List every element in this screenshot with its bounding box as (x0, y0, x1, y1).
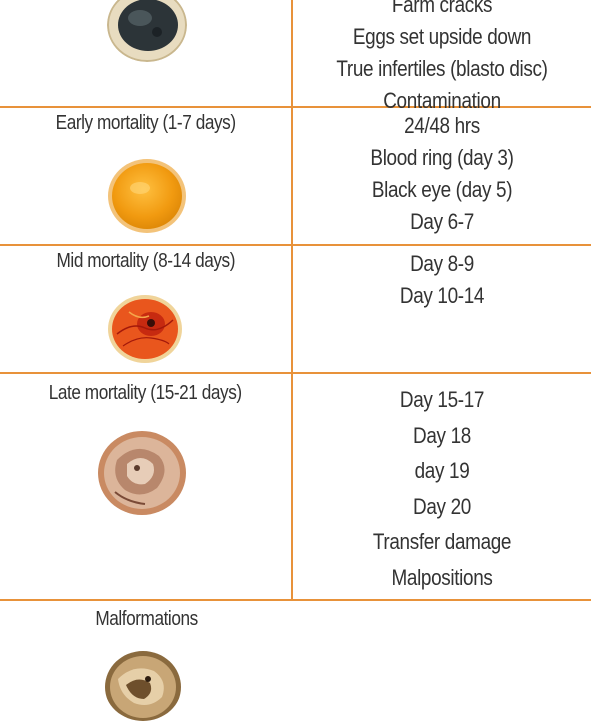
stage-label: Early mortality (1-7 days) (55, 112, 236, 134)
yolk-egg-icon (107, 158, 187, 234)
causes-cell: Day 8-9 Day 10-14 (293, 246, 591, 372)
cause-text: Malpositions (391, 564, 493, 590)
causes-cell: Day 15-17 Day 18 day 19 Day 20 Transfer … (293, 374, 591, 599)
cause-text: Contamination (383, 88, 501, 113)
cause-text: Day 6-7 (410, 209, 474, 234)
stage-cell (0, 0, 293, 106)
cracked-egg-dark-icon (107, 0, 187, 62)
cause-text: Day 15-17 (399, 387, 485, 412)
blood-vessel-egg-icon (107, 294, 183, 364)
stage-label: Late mortality (15-21 days) (49, 382, 242, 404)
table-row: Malformations (0, 601, 591, 721)
stage-cell: Mid mortality (8-14 days) (0, 246, 293, 372)
table-row: Early mortality (1-7 days) (0, 108, 591, 246)
stage-cell: Late mortality (15-21 days) (0, 374, 293, 599)
stage-cell: Early mortality (1-7 days) (0, 108, 293, 244)
cause-text: Farm cracks (391, 0, 493, 17)
cause-text: Transfer damage (372, 529, 512, 554)
cause-text: 24/48 hrs (404, 113, 480, 138)
embryo-egg-icon (97, 430, 187, 516)
cause-text: Day 8-9 (410, 251, 474, 276)
stage-label: Malformations (95, 608, 198, 630)
table-row: Mid mortality (8-14 days) Day 8-9 Day 10… (0, 246, 591, 374)
cause-text: day 19 (414, 458, 470, 483)
malformed-embryo-egg-icon (104, 649, 182, 721)
cause-text: Day 18 (413, 422, 471, 448)
stage-cell: Malformations (0, 601, 293, 721)
causes-cell: 24/48 hrs Blood ring (day 3) Black eye (… (293, 108, 591, 244)
causes-cell: Farm cracks Eggs set upside down True in… (293, 0, 591, 113)
stage-label: Mid mortality (8-14 days) (56, 250, 235, 272)
cause-text: Blood ring (day 3) (370, 145, 514, 170)
cause-text: Day 20 (413, 493, 471, 519)
cause-text: Black eye (day 5) (371, 177, 513, 202)
table-row: Late mortality (15-21 days) Day 15-17 Da… (0, 374, 591, 601)
causes-cell (293, 601, 591, 721)
cause-text: Day 10-14 (399, 283, 485, 308)
cause-text: Eggs set upside down (352, 24, 532, 49)
table-row: Farm cracks Eggs set upside down True in… (0, 0, 591, 113)
cause-text: True infertiles (blasto disc) (336, 56, 548, 81)
